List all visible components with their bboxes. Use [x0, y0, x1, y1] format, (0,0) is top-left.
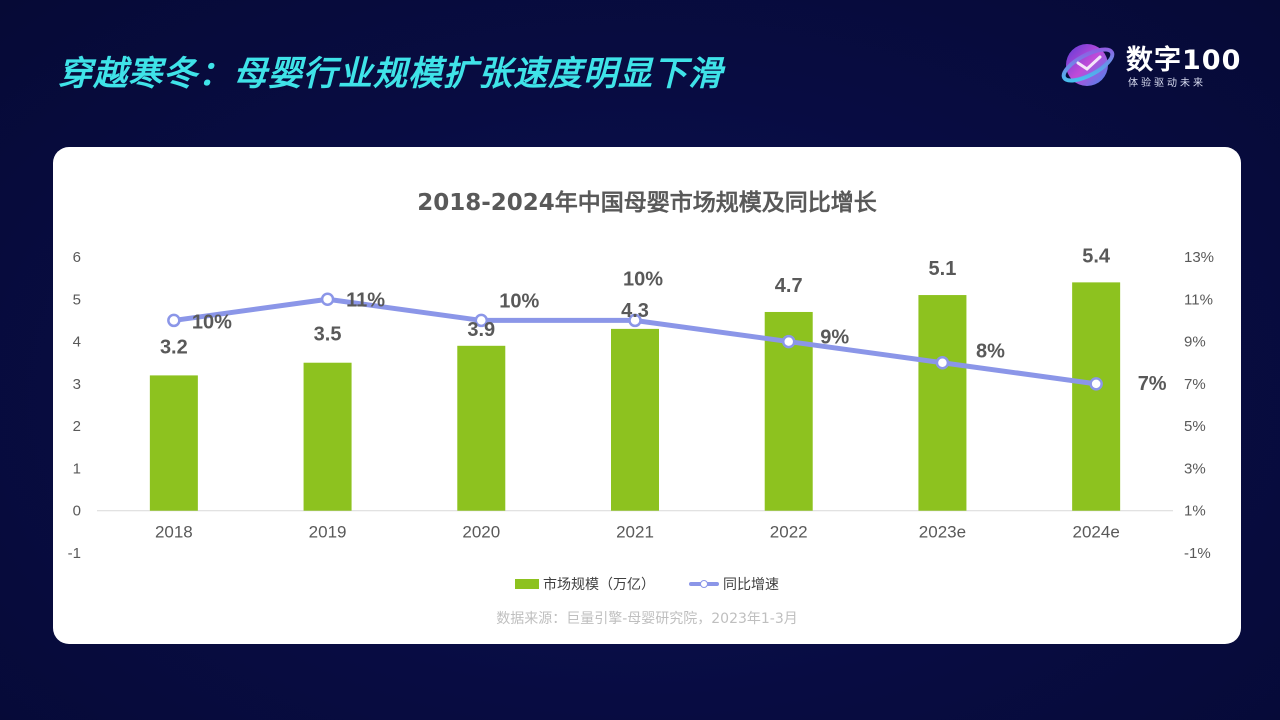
bar	[611, 328, 659, 511]
chart-legend: 市场规模（万亿） 同比增速	[53, 574, 1241, 594]
brand-logo: 数字100 体验驱动未来	[1060, 36, 1250, 92]
x-tick-label: 2018	[155, 523, 193, 542]
legend-item-bar: 市场规模（万亿）	[515, 574, 655, 594]
y-left-tick-label: 3	[73, 376, 81, 393]
y-right-tick-label: 9%	[1184, 334, 1206, 351]
data-source: 数据来源：巨量引擎-母婴研究院，2023年1-3月	[496, 611, 798, 627]
bar-value-label: 4.7	[775, 275, 803, 297]
bar	[457, 345, 506, 511]
line-point	[781, 334, 796, 349]
chart-title: 2018-2024年中国母婴市场规模及同比增长	[417, 190, 877, 216]
y-right-tick-label: 7%	[1184, 376, 1206, 393]
combo-chart: -1 0 1 2 3 4 5 6 -1% 1% 3% 5% 7% 9% 11% 13% 2018 2019 2020…	[68, 245, 1214, 562]
y-right-tick-label: 13%	[1184, 249, 1214, 266]
x-tick-label: 2024e	[1073, 523, 1120, 542]
y-left-tick-label: 1	[73, 460, 81, 477]
bar	[1072, 282, 1121, 511]
line-point	[320, 292, 335, 307]
bar-value-label: 3.9	[467, 319, 495, 341]
bar-value-label: 5.4	[1082, 245, 1111, 267]
y-left-tick-label: 0	[73, 503, 81, 520]
x-tick-label: 2022	[770, 523, 808, 542]
bar-value-label: 4.3	[621, 300, 649, 322]
legend-bar-swatch	[515, 579, 539, 589]
line-value-label: 7%	[1138, 373, 1167, 395]
line-value-label: 9%	[820, 327, 849, 349]
y-left-tick-label: 6	[73, 249, 81, 266]
bar	[149, 375, 198, 511]
x-tick-label: 2020	[462, 523, 500, 542]
line-value-label: 10%	[499, 290, 539, 312]
slide-title: 穿越寒冬：母婴行业规模扩张速度明显下滑	[58, 54, 723, 94]
line-point	[935, 355, 950, 370]
y-right-tick-label: 3%	[1184, 460, 1206, 477]
line-value-label: 10%	[623, 268, 663, 290]
y-left-tick-label: 5	[73, 291, 81, 308]
line-value-label: 8%	[976, 341, 1005, 363]
chart-card: 2018-2024年中国母婴市场规模及同比增长 -1 0 1 2 3 4 5 6 -1% 1% 3%…	[53, 147, 1241, 644]
y-right-tick-label: -1%	[1184, 545, 1211, 562]
legend-line-label: 同比增速	[723, 577, 779, 593]
y-left-tick-label: -1	[68, 545, 81, 562]
logo-name: 数字100	[1126, 45, 1242, 76]
bar-value-label: 5.1	[929, 258, 957, 280]
y-left-tick-label: 4	[73, 334, 81, 351]
line-value-label: 11%	[346, 289, 385, 311]
line-point	[167, 313, 181, 328]
y-left-tick-label: 2	[73, 418, 81, 435]
legend-item-line: 同比增速	[689, 574, 779, 594]
legend-line-swatch	[689, 579, 719, 589]
logo-tagline: 体验驱动未来	[1128, 78, 1206, 89]
line-point	[628, 313, 642, 328]
line-point	[474, 313, 489, 328]
line-point	[1089, 377, 1103, 391]
legend-bar-label: 市场规模（万亿）	[543, 577, 655, 593]
line-value-label: 10%	[192, 311, 232, 333]
y-right-tick-label: 1%	[1184, 503, 1206, 520]
x-tick-label: 2021	[616, 523, 654, 542]
x-tick-label: 2023e	[919, 523, 966, 542]
bar	[918, 295, 967, 511]
x-tick-label: 2019	[309, 523, 347, 542]
bar-value-label: 3.5	[314, 324, 342, 346]
y-right-tick-label: 5%	[1184, 418, 1206, 435]
globe-logo-icon	[1061, 44, 1115, 86]
y-right-tick-label: 11%	[1184, 291, 1213, 308]
bar	[303, 362, 352, 511]
bar-value-label: 3.2	[160, 336, 188, 358]
